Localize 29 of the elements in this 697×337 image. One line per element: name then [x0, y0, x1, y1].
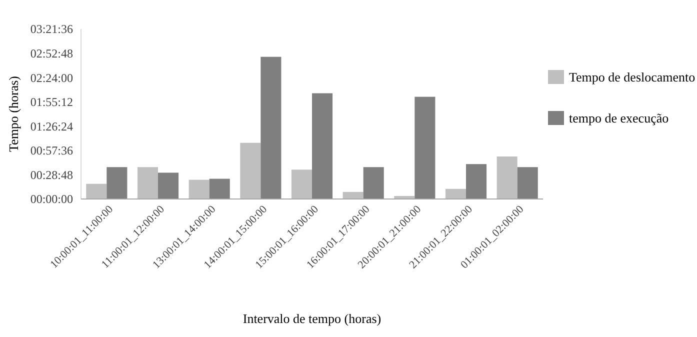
bar [363, 167, 384, 199]
y-tick-label: 01:55:12 [30, 95, 73, 110]
y-tick-label: 02:24:00 [30, 70, 73, 85]
y-tick-label: 00:00:00 [30, 192, 73, 206]
y-axis-title: Tempo (horas) [6, 76, 21, 152]
bar [342, 192, 364, 199]
y-tick-label: 01:26:24 [30, 119, 73, 134]
y-tick-label: 00:28:48 [30, 168, 73, 182]
bar [445, 188, 466, 199]
y-tick-label: 03:21:36 [30, 22, 73, 36]
bar [466, 164, 487, 199]
y-tick-label: 00:57:36 [30, 144, 73, 158]
bar [517, 167, 538, 199]
bar [209, 178, 230, 199]
bar [414, 96, 436, 199]
legend-label: Tempo de deslocamento [569, 70, 696, 85]
y-tick-label: 02:52:48 [30, 46, 73, 60]
bar [86, 184, 107, 199]
bar [188, 180, 210, 199]
bar [496, 156, 518, 199]
x-axis-title: Intervalo de tempo (horas) [242, 311, 382, 326]
bar [260, 56, 282, 199]
bar [158, 172, 179, 199]
bar [106, 167, 128, 199]
bar [312, 93, 333, 199]
bar [137, 167, 158, 199]
legend-label: tempo de execução [569, 110, 669, 126]
bar [291, 170, 312, 199]
bar [240, 142, 261, 199]
